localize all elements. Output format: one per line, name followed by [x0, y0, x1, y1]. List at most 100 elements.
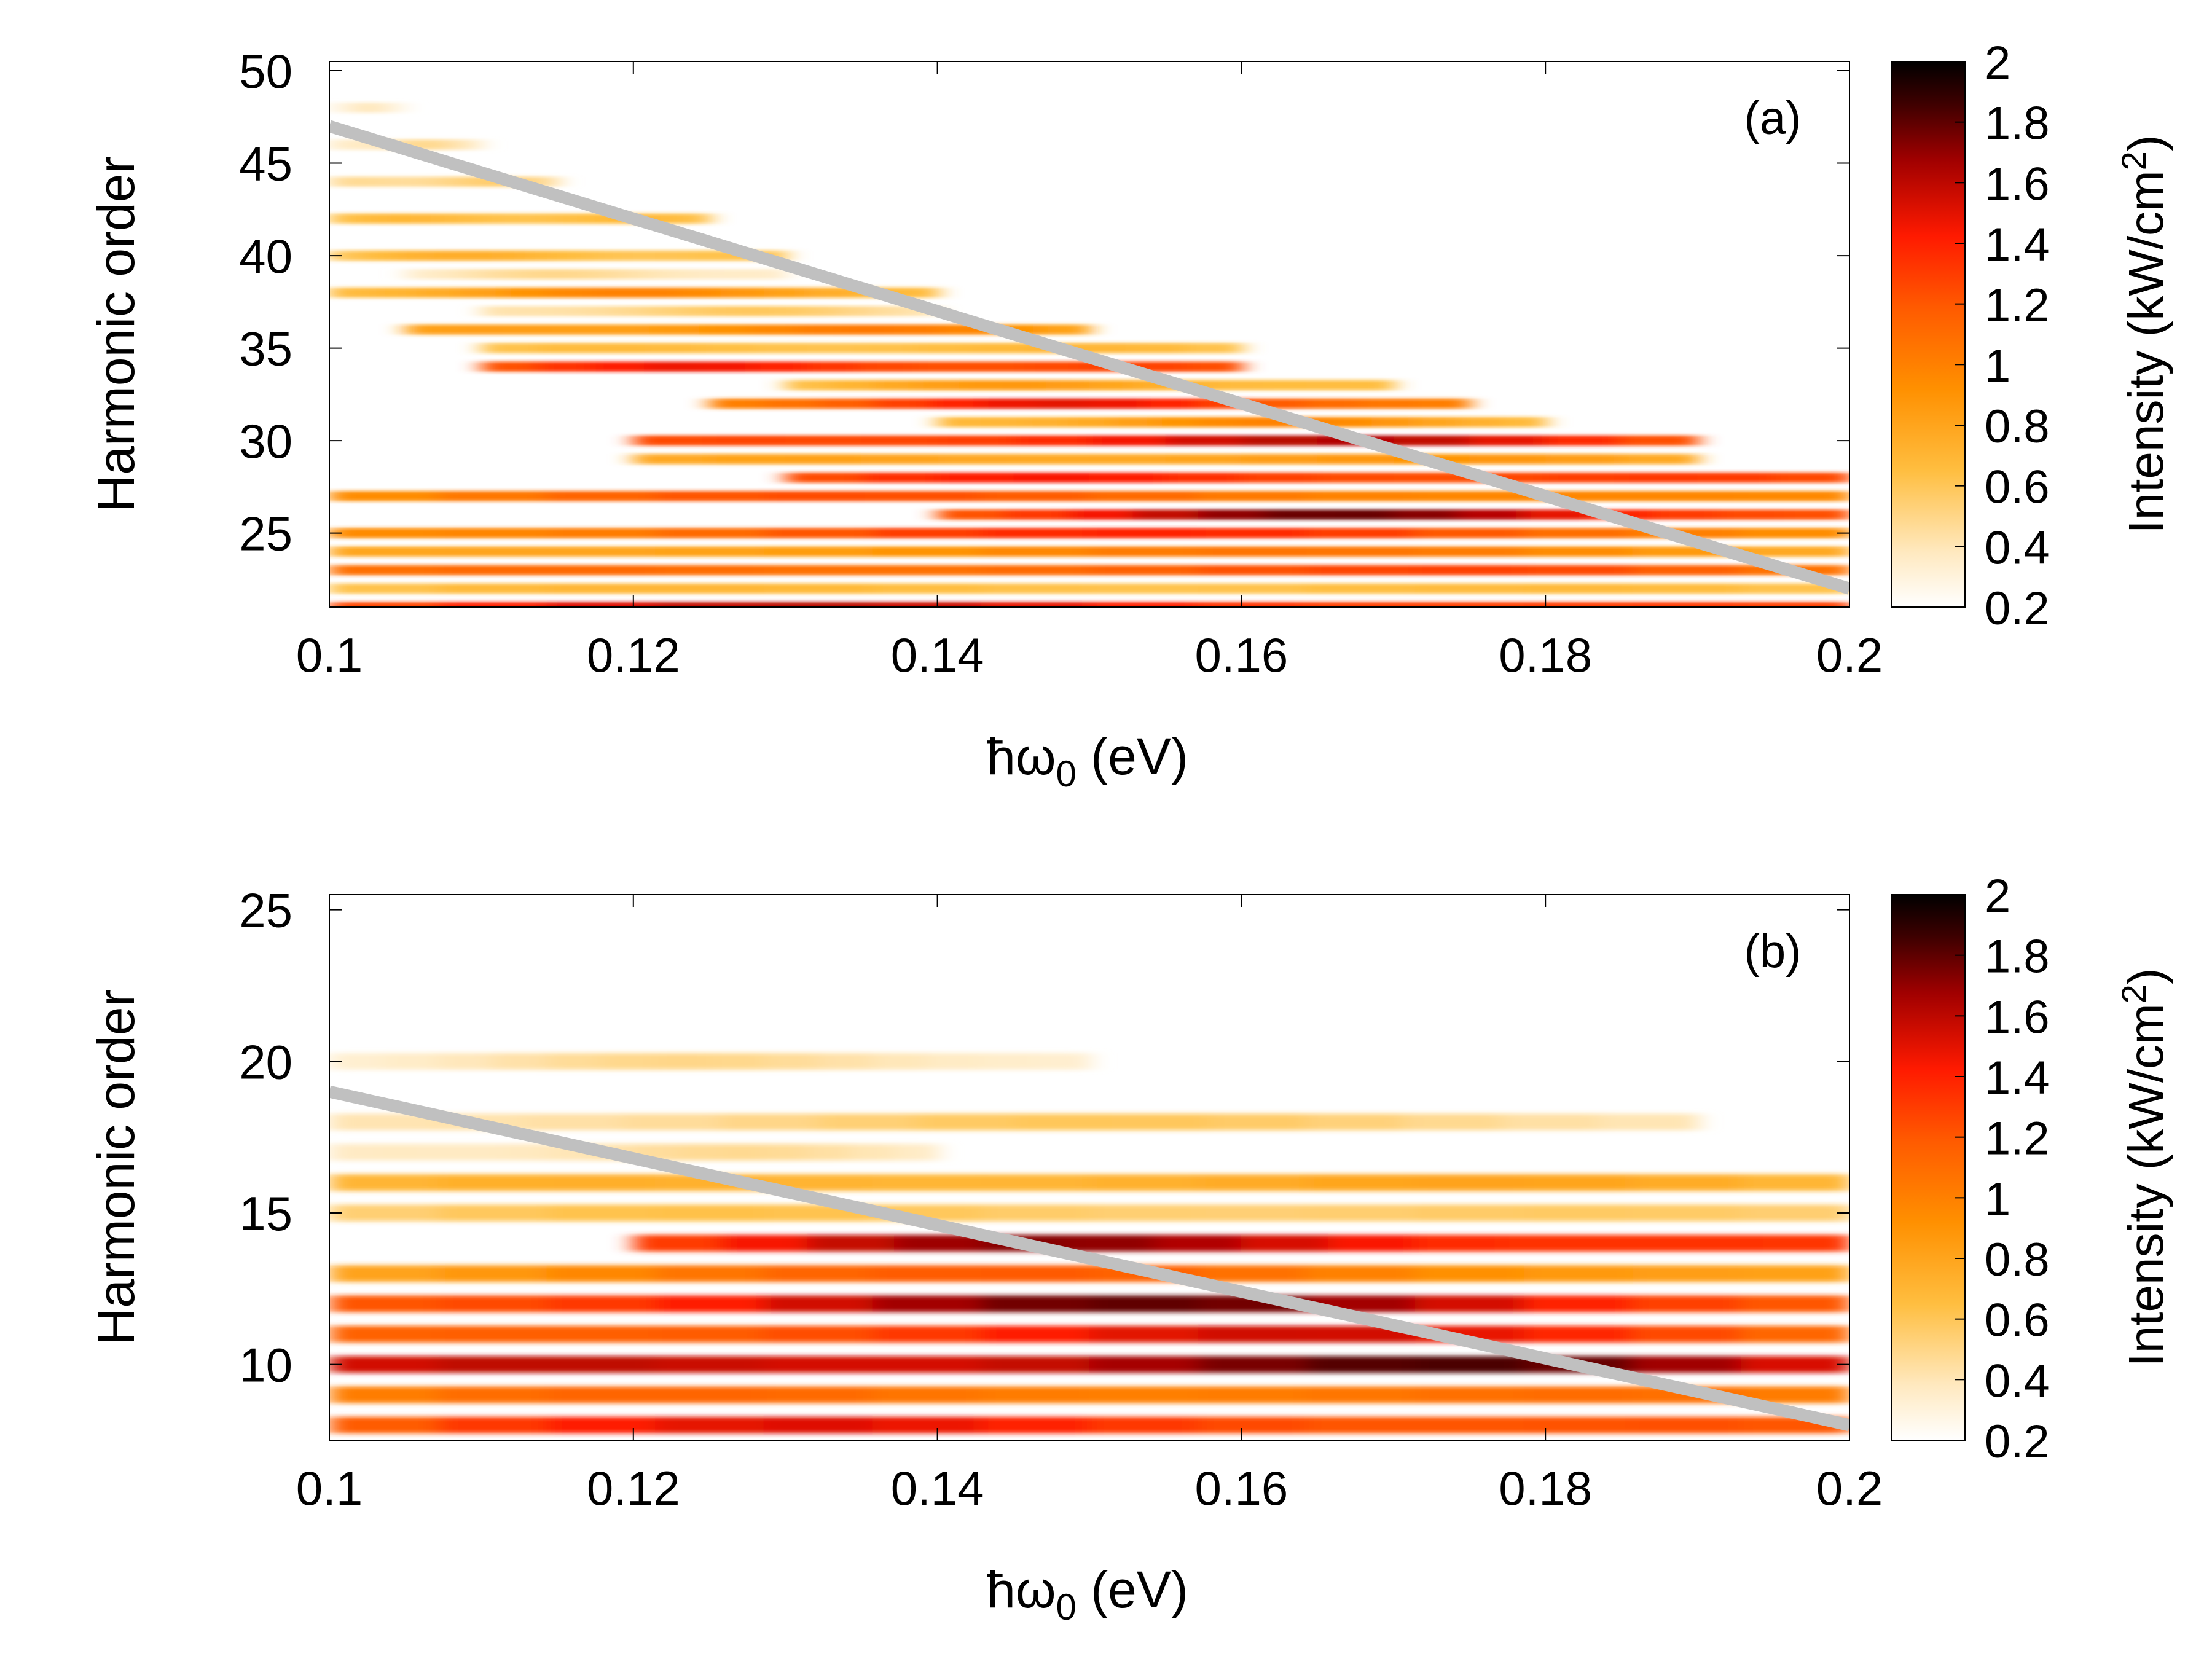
heatmap-band	[1458, 509, 1525, 520]
heatmap-band	[514, 306, 548, 316]
heatmap-band	[937, 473, 1015, 483]
heatmap-band	[460, 287, 504, 298]
heatmap-band	[981, 1356, 1091, 1373]
heatmap-band	[753, 343, 809, 353]
heatmap-band	[1741, 1174, 1849, 1191]
heatmap-band	[1741, 528, 1849, 538]
heatmap-band	[579, 306, 613, 316]
heatmap-band	[981, 1265, 1091, 1282]
heatmap-band	[1741, 1325, 1849, 1343]
heatmap-band	[709, 306, 743, 316]
heatmap-band	[1198, 1204, 1308, 1222]
heatmap-band	[546, 1265, 657, 1282]
heatmap-band	[546, 565, 657, 576]
heatmap-band	[405, 324, 456, 335]
heatmap-band	[872, 528, 982, 538]
heatmap-band	[1089, 491, 1199, 501]
heatmap-band	[492, 213, 521, 224]
heatmap-band	[1306, 491, 1417, 501]
heatmap-band	[492, 1053, 548, 1070]
heatmap-band	[437, 1416, 548, 1433]
heatmap-band	[1089, 1204, 1199, 1222]
heatmap-band	[1089, 602, 1199, 607]
heatmap-band	[590, 361, 646, 372]
heatmap-band	[981, 1416, 1091, 1433]
heatmap-band	[850, 1143, 895, 1161]
heatmap-band	[763, 398, 820, 409]
heatmap-band	[872, 491, 982, 501]
heatmap-band	[541, 176, 559, 187]
heatmap-band	[807, 306, 841, 316]
heatmap-band	[1013, 453, 1091, 465]
heatmap-band	[1198, 1386, 1308, 1403]
heatmap-band	[633, 435, 711, 446]
heatmap-band	[720, 1234, 809, 1252]
heatmap-band	[704, 269, 732, 280]
heatmap-band	[372, 1143, 418, 1161]
heatmap-band	[1241, 453, 1319, 465]
heatmap-band	[519, 213, 548, 224]
heatmap-band	[449, 139, 461, 150]
heatmap-band	[747, 324, 798, 335]
heatmap-band	[481, 361, 537, 372]
colorbar-tick-label: 0.4	[1985, 1355, 2050, 1407]
heatmap-band	[677, 287, 722, 298]
heatmap-band	[1089, 546, 1199, 557]
heatmap-band	[763, 1143, 809, 1161]
heatmap-band	[916, 1113, 1015, 1131]
heatmap-band	[329, 1386, 439, 1403]
heatmap-band	[367, 102, 374, 113]
heatmap-band	[437, 1295, 548, 1312]
heatmap-band	[437, 213, 466, 224]
heatmap-band	[546, 213, 575, 224]
heatmap-band	[774, 306, 809, 316]
heatmap-band	[1458, 417, 1504, 428]
heatmap-band	[1013, 473, 1091, 483]
heatmap-band	[753, 361, 809, 372]
heatmap-band	[1078, 343, 1134, 353]
heatmap-band	[1143, 398, 1199, 409]
colorbar-tick-label: 0.2	[1985, 582, 2050, 635]
y-axis-label-a: Harmonic order	[87, 157, 145, 512]
heatmap-band	[698, 324, 749, 335]
heatmap-band	[959, 380, 1004, 391]
heatmap-band	[872, 1295, 982, 1312]
y-ticks-b: 10 15 20 25	[239, 884, 1849, 1392]
heatmap-band	[763, 565, 874, 576]
heatmap-band	[981, 1325, 1091, 1343]
heatmap-band	[1523, 546, 1634, 557]
heatmap-band	[535, 361, 592, 372]
heatmap-band	[861, 343, 917, 353]
heatmap-band	[1198, 1325, 1308, 1343]
heatmap-band	[981, 417, 1026, 428]
heatmap-band	[796, 324, 847, 335]
heatmap-band	[709, 1053, 765, 1070]
heatmap-band	[329, 213, 358, 224]
heatmap-band	[437, 1386, 548, 1403]
heatmap-band	[1209, 1113, 1308, 1131]
heatmap-band	[655, 565, 765, 576]
heatmap-band	[1415, 1295, 1525, 1312]
heatmap-band	[1469, 435, 1547, 446]
heatmap-band	[329, 1416, 439, 1433]
heatmap-band	[763, 1416, 874, 1433]
heatmap-band	[655, 602, 765, 607]
heatmap-band	[818, 1113, 917, 1131]
heatmap-band	[541, 269, 570, 280]
heatmap-band	[1697, 473, 1775, 483]
heatmap-band	[437, 1053, 494, 1070]
heatmap-band	[329, 491, 439, 501]
heatmap-band	[329, 1356, 439, 1373]
heatmap-band	[525, 1113, 624, 1131]
heatmap-band	[437, 528, 548, 538]
heatmap-band	[688, 250, 722, 261]
heatmap-band	[763, 1386, 874, 1403]
heatmap-band	[763, 1325, 874, 1343]
heatmap-band	[1523, 509, 1590, 520]
colorbar-tick-label: 1.2	[1985, 280, 2050, 332]
heatmap-band	[937, 417, 982, 428]
heatmap-band	[356, 102, 364, 113]
heatmap-band	[1241, 1234, 1330, 1252]
heatmap-band	[1024, 417, 1069, 428]
